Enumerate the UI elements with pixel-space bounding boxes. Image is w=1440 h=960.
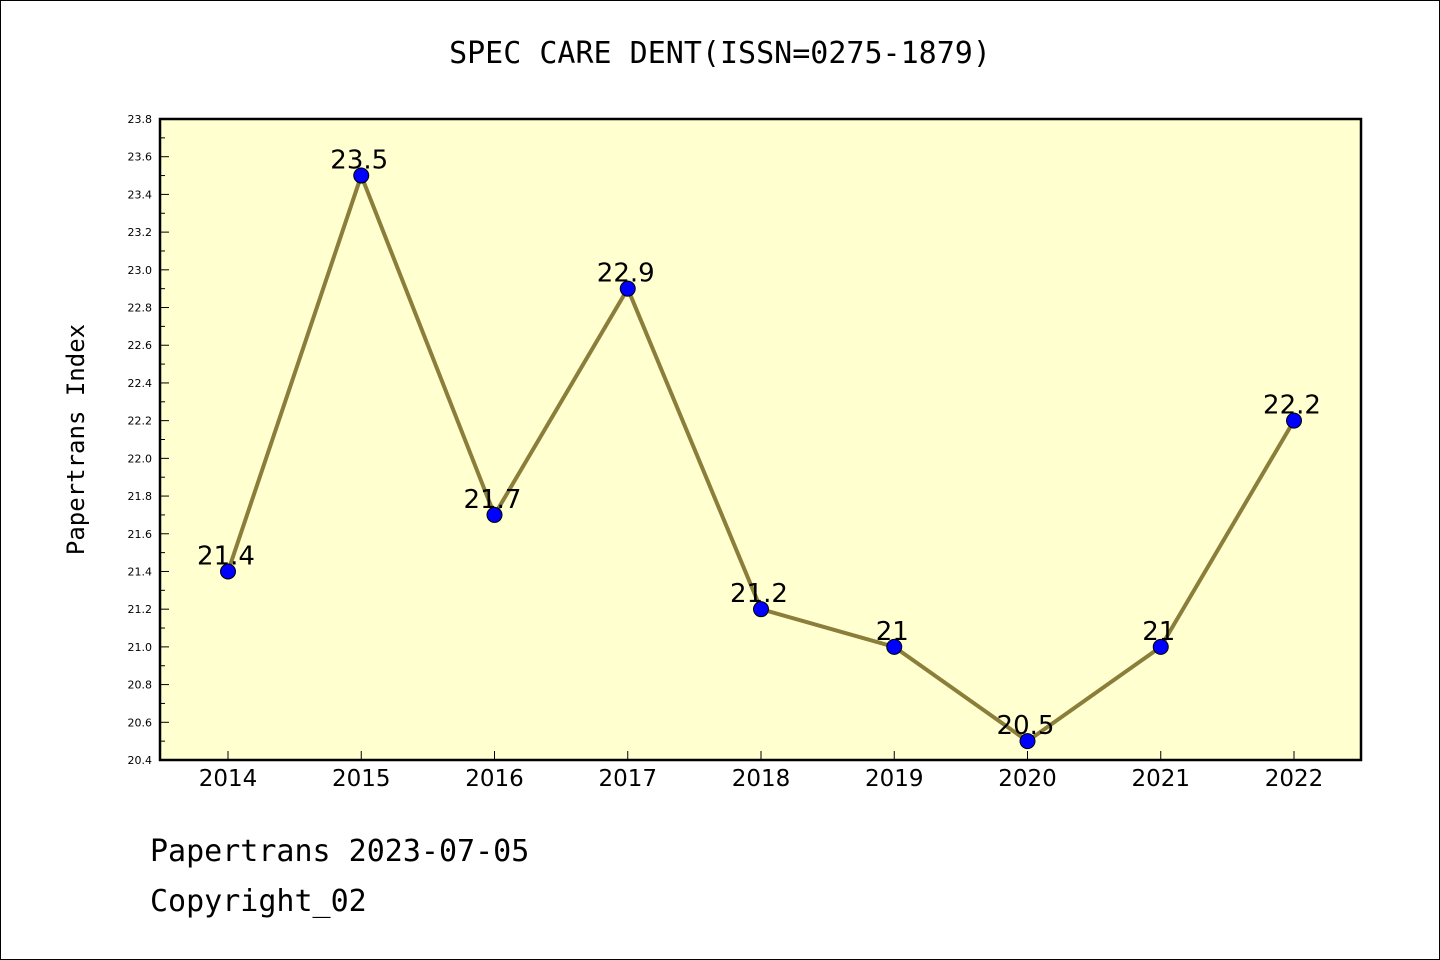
footer-date: Papertrans 2023-07-05 bbox=[150, 834, 530, 869]
y-tick-label: 20.6 bbox=[128, 716, 153, 729]
y-tick-label: 22.8 bbox=[128, 302, 153, 315]
x-tick-label: 2021 bbox=[1131, 766, 1190, 792]
y-tick-label: 21.6 bbox=[128, 528, 153, 541]
footer-copyright: Copyright_02 bbox=[150, 884, 367, 919]
x-tick-label: 2017 bbox=[598, 766, 657, 792]
x-tick-label: 2020 bbox=[998, 766, 1057, 792]
data-label: 21.4 bbox=[197, 541, 255, 571]
data-label: 23.5 bbox=[330, 146, 388, 176]
y-tick-label: 21.8 bbox=[128, 490, 153, 503]
x-tick-label: 2015 bbox=[332, 766, 391, 792]
data-point bbox=[1019, 733, 1036, 750]
y-tick-label: 23.0 bbox=[128, 264, 153, 277]
plot-border bbox=[158, 117, 1363, 762]
data-point bbox=[1152, 638, 1169, 655]
y-tick-label: 22.0 bbox=[128, 452, 153, 465]
data-label: 21.2 bbox=[730, 579, 788, 609]
data-label: 21.7 bbox=[464, 485, 522, 515]
y-tick-label: 22.2 bbox=[128, 415, 153, 428]
data-label: 22.9 bbox=[597, 259, 655, 289]
y-tick-label: 23.6 bbox=[128, 151, 153, 164]
x-tick-label: 2014 bbox=[199, 766, 258, 792]
plot-area bbox=[160, 119, 1361, 760]
y-tick-label: 21.4 bbox=[128, 565, 153, 578]
data-point bbox=[753, 601, 769, 618]
y-tick-label: 23.2 bbox=[128, 226, 153, 239]
data-point bbox=[353, 167, 370, 184]
data-point bbox=[886, 638, 903, 655]
data-point bbox=[486, 506, 503, 523]
x-tick-label: 2016 bbox=[465, 766, 524, 792]
data-point bbox=[220, 563, 236, 580]
x-tick-label: 2022 bbox=[1265, 766, 1324, 792]
y-tick-label: 20.8 bbox=[128, 679, 153, 692]
y-tick-label: 22.4 bbox=[128, 377, 153, 390]
data-label: 21 bbox=[1142, 617, 1175, 647]
chart-title: SPEC CARE DENT(ISSN=0275-1879) bbox=[449, 36, 991, 71]
data-label: 22.2 bbox=[1263, 391, 1321, 421]
y-tick-label: 23.8 bbox=[128, 113, 153, 126]
data-label: 20.5 bbox=[997, 711, 1055, 741]
data-point bbox=[619, 280, 636, 297]
y-tick-label: 23.4 bbox=[128, 188, 153, 201]
data-point bbox=[1286, 412, 1302, 429]
y-tick-label: 20.4 bbox=[128, 754, 153, 767]
x-tick-label: 2018 bbox=[732, 766, 791, 792]
y-tick-label: 21.2 bbox=[128, 603, 153, 616]
data-label: 21 bbox=[876, 617, 909, 647]
y-tick-label: 22.6 bbox=[128, 339, 153, 352]
y-tick-label: 21.0 bbox=[128, 641, 153, 654]
x-tick-label: 2019 bbox=[865, 766, 924, 792]
y-axis-label: Papertrans Index bbox=[62, 324, 90, 555]
